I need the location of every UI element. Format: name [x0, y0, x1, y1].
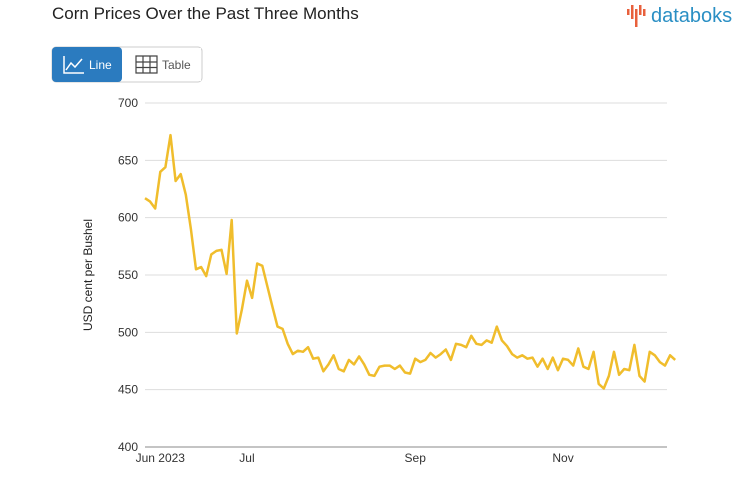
y-axis-label: USD cent per Bushel [81, 219, 95, 331]
y-tick-label: 450 [118, 383, 138, 397]
table-icon [135, 55, 158, 74]
button-label[interactable]: Table [162, 58, 191, 72]
x-tick-label: Nov [552, 451, 573, 465]
x-tick-label: Jun 2023 [136, 451, 186, 465]
y-tick-label: 550 [118, 268, 138, 282]
y-tick-label: 600 [118, 211, 138, 225]
data-line [144, 133, 677, 390]
plot: 400 450 500 550 600 650 700 Jun 2023 Jul Sep Nov [118, 96, 677, 465]
line-icon [63, 56, 84, 74]
x-tick-label: Jul [239, 451, 254, 465]
logo: databoks [627, 5, 732, 27]
y-tick-label: 650 [118, 153, 138, 167]
x-tick-label: Sep [405, 451, 427, 465]
logo-text: databoks [651, 5, 732, 27]
y-tick-label: 500 [118, 325, 138, 339]
y-tick-label: 400 [118, 440, 138, 454]
chart-title: Corn Prices Over the Past Three Months [52, 4, 359, 23]
button-label[interactable]: Line [89, 58, 112, 72]
y-tick-label: 700 [118, 96, 138, 110]
button-group: Line Table [51, 46, 203, 83]
